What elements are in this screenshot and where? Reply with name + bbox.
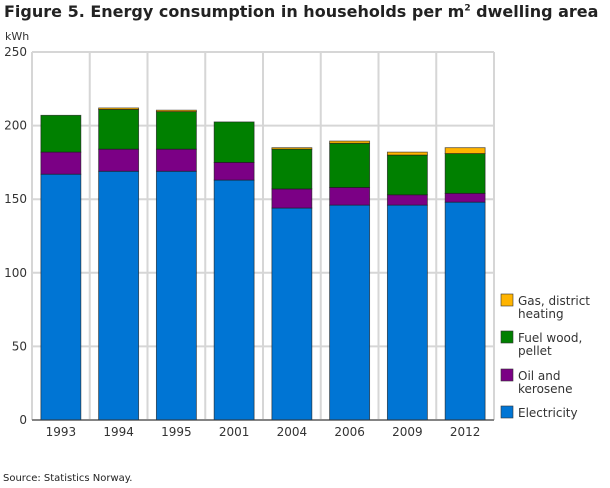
legend-swatch xyxy=(500,405,514,419)
x-tick-label: 2001 xyxy=(219,425,250,439)
y-tick-label: 0 xyxy=(19,413,27,427)
bar-oil-and-kerosene-1993 xyxy=(40,151,82,175)
y-tick-label: 150 xyxy=(4,192,27,206)
bar-oil-and-kerosene-2006 xyxy=(329,187,371,206)
bar-electricity-2006 xyxy=(329,204,371,421)
bar-fuel-wood-pellet-2009 xyxy=(386,154,428,196)
bar-electricity-2012 xyxy=(444,201,486,421)
bar-electricity-1993 xyxy=(40,173,82,421)
bar-fuel-wood-pellet-1993 xyxy=(40,114,82,153)
bar-fuel-wood-pellet-2004 xyxy=(271,148,313,190)
legend-label: Gas, district xyxy=(518,294,590,308)
legend-label: kerosene xyxy=(518,382,573,396)
legend-label: Oil and xyxy=(518,369,561,383)
x-tick-label: 2012 xyxy=(450,425,481,439)
y-tick-label: 200 xyxy=(4,119,27,133)
bar-gas-district-heating-1994 xyxy=(98,107,140,110)
title-text: Figure 5. Energy consumption in househol… xyxy=(4,2,465,21)
legend-label: Electricity xyxy=(518,406,578,420)
x-tick-label: 1993 xyxy=(46,425,77,439)
bar-oil-and-kerosene-1995 xyxy=(155,148,197,172)
y-axis-label: kWh xyxy=(5,30,30,43)
bar-gas-district-heating-1995 xyxy=(155,109,197,113)
y-tick-label: 50 xyxy=(12,339,27,353)
legend-swatch xyxy=(500,330,514,344)
source-note: Source: Statistics Norway. xyxy=(3,473,133,484)
bar-gas-district-heating-2004 xyxy=(271,147,313,150)
bar-electricity-1995 xyxy=(155,170,197,421)
x-tick-label: 2009 xyxy=(392,425,423,439)
legend-label: pellet xyxy=(518,344,552,358)
x-tick-label: 2006 xyxy=(334,425,365,439)
bar-oil-and-kerosene-2001 xyxy=(213,161,255,181)
bar-electricity-1994 xyxy=(98,170,140,421)
bar-electricity-2001 xyxy=(213,179,255,421)
bar-oil-and-kerosene-2009 xyxy=(386,194,428,206)
legend-label: Fuel wood, xyxy=(518,331,582,345)
bar-fuel-wood-pellet-2001 xyxy=(213,121,255,163)
y-tick-label: 250 xyxy=(4,45,27,59)
chart-title: Figure 5. Energy consumption in househol… xyxy=(4,2,598,21)
legend-swatch xyxy=(500,368,514,382)
x-tick-label: 1994 xyxy=(103,425,134,439)
bar-fuel-wood-pellet-1994 xyxy=(98,109,140,150)
bar-gas-district-heating-2012 xyxy=(444,147,486,154)
title-text-end: dwelling area xyxy=(470,2,599,21)
bar-gas-district-heating-2009 xyxy=(386,151,428,156)
title-superscript: 2 xyxy=(464,3,471,14)
bar-gas-district-heating-2006 xyxy=(329,140,371,144)
bar-oil-and-kerosene-1994 xyxy=(98,148,140,172)
bar-oil-and-kerosene-2004 xyxy=(271,188,313,209)
legend-label: heating xyxy=(518,307,564,321)
x-tick-label: 1995 xyxy=(161,425,192,439)
bar-electricity-2009 xyxy=(386,204,428,421)
legend-swatch xyxy=(500,293,514,307)
bar-fuel-wood-pellet-2012 xyxy=(444,153,486,194)
bar-fuel-wood-pellet-2006 xyxy=(329,142,371,188)
bar-electricity-2004 xyxy=(271,207,313,421)
x-tick-label: 2004 xyxy=(277,425,308,439)
y-tick-label: 100 xyxy=(4,266,27,280)
bar-fuel-wood-pellet-1995 xyxy=(155,111,197,150)
bar-oil-and-kerosene-2012 xyxy=(444,192,486,203)
